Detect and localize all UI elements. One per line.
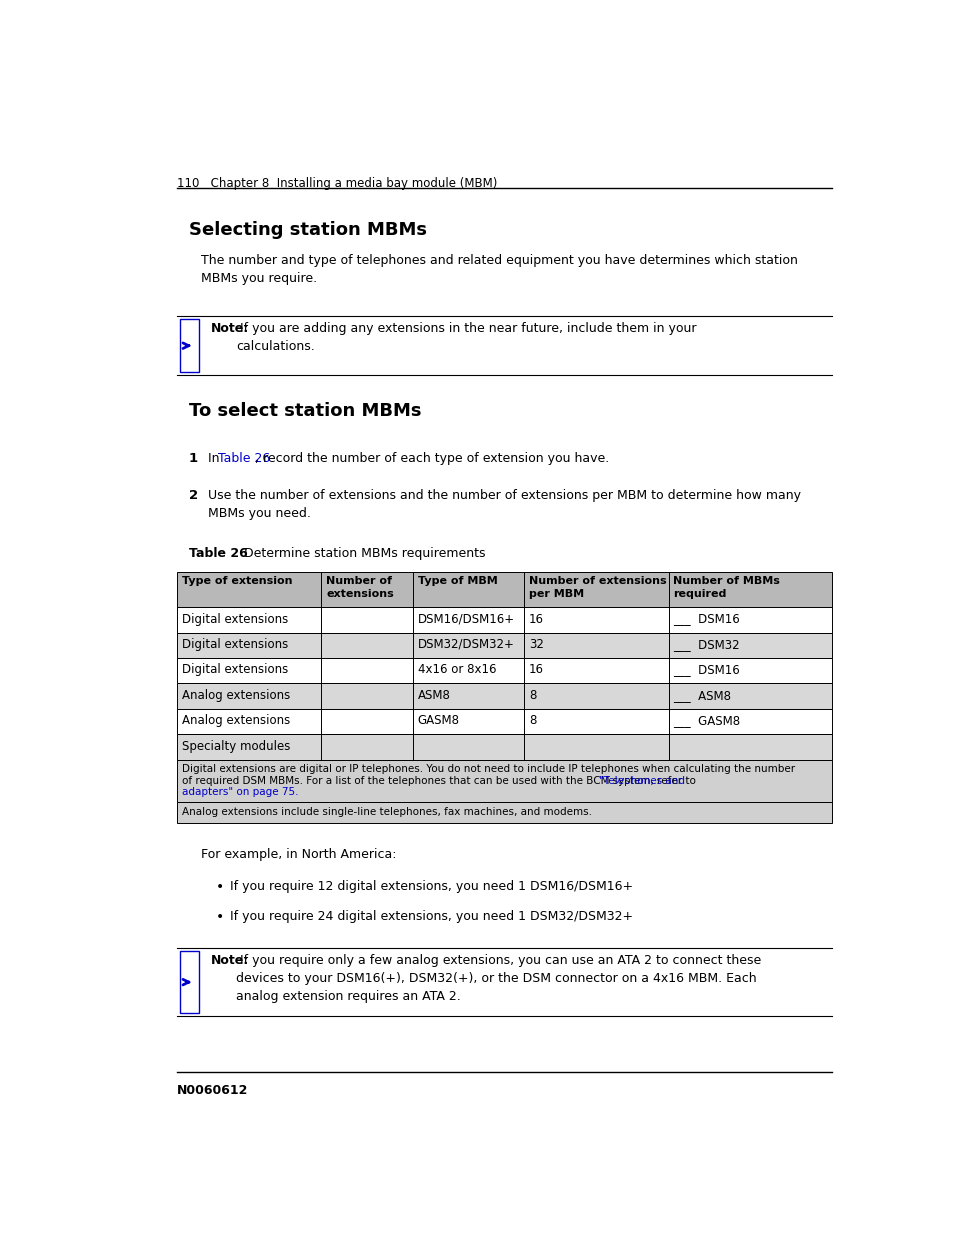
Text: 2: 2 [189,489,198,501]
Bar [177,632,831,658]
Text: Number of MBMs
required: Number of MBMs required [673,577,780,599]
Text: ___  ASM8: ___ ASM8 [673,689,730,701]
Text: GASM8: GASM8 [417,714,459,727]
Bar [177,572,831,608]
Text: Note:: Note: [211,955,249,967]
Text: 1: 1 [189,452,198,466]
Text: Selecting station MBMs: Selecting station MBMs [189,221,427,240]
Text: In: In [208,452,224,466]
Text: ___  DSM32: ___ DSM32 [673,638,739,651]
Text: 110   Chapter 8  Installing a media bay module (MBM): 110 Chapter 8 Installing a media bay mod… [177,178,497,190]
Text: •: • [216,881,224,894]
Text: Digital extensions are digital or IP telephones. You do not need to include IP t: Digital extensions are digital or IP tel… [182,764,794,774]
Text: Table 26: Table 26 [218,452,271,466]
Text: If you require 24 digital extensions, you need 1 DSM32/DSM32+: If you require 24 digital extensions, yo… [230,910,633,923]
Text: Type of extension: Type of extension [182,577,293,587]
Bar [177,734,831,760]
Text: Specialty modules: Specialty modules [182,740,290,752]
Text: 16: 16 [529,613,543,625]
Text: N0060612: N0060612 [177,1084,249,1097]
Bar [177,709,831,734]
Text: 32: 32 [529,638,543,651]
Text: If you require only a few analog extensions, you can use an ATA 2 to connect the: If you require only a few analog extensi… [236,955,760,1003]
Text: ___  GASM8: ___ GASM8 [673,714,740,727]
Bar [177,760,831,802]
Text: Determine station MBMs requirements: Determine station MBMs requirements [232,547,485,559]
Bar [177,802,831,824]
Text: For example, in North America:: For example, in North America: [200,848,395,861]
Text: DSM32/DSM32+: DSM32/DSM32+ [417,638,514,651]
Text: ASM8: ASM8 [417,689,450,701]
Text: To select station MBMs: To select station MBMs [189,403,421,420]
Text: Digital extensions: Digital extensions [182,638,288,651]
Text: Table 26: Table 26 [189,547,248,559]
Text: •: • [216,910,224,924]
Text: Digital extensions: Digital extensions [182,663,288,677]
Text: If you require 12 digital extensions, you need 1 DSM16/DSM16+: If you require 12 digital extensions, yo… [230,881,633,893]
Text: Number of extensions
per MBM: Number of extensions per MBM [529,577,666,599]
Text: DSM16/DSM16+: DSM16/DSM16+ [417,613,515,625]
Text: 8: 8 [529,689,536,701]
Bar [179,951,199,1013]
Bar [179,319,199,372]
Text: ___  DSM16: ___ DSM16 [673,663,740,677]
Text: of required DSM MBMs. For a list of the telephones that can be used with the BCM: of required DSM MBMs. For a list of the … [182,776,699,785]
Text: , record the number of each type of extension you have.: , record the number of each type of exte… [254,452,608,466]
Bar [177,683,831,709]
Text: Analog extensions include single-line telephones, fax machines, and modems.: Analog extensions include single-line te… [182,808,592,818]
Text: 4x16 or 8x16: 4x16 or 8x16 [417,663,496,677]
Text: Digital extensions: Digital extensions [182,613,288,625]
Text: Use the number of extensions and the number of extensions per MBM to determine h: Use the number of extensions and the num… [208,489,801,520]
Text: ___  DSM16: ___ DSM16 [673,613,740,625]
Text: Note:: Note: [211,322,249,335]
Text: 16: 16 [529,663,543,677]
Text: If you are adding any extensions in the near future, include them in your
calcul: If you are adding any extensions in the … [236,322,696,353]
Bar [177,608,831,632]
Text: Number of
extensions: Number of extensions [326,577,394,599]
Text: Type of MBM: Type of MBM [417,577,497,587]
Text: adapters" on page 75.: adapters" on page 75. [182,787,298,798]
Bar [177,658,831,683]
Text: Analog extensions: Analog extensions [182,689,290,701]
Text: The number and type of telephones and related equipment you have determines whic: The number and type of telephones and re… [200,254,797,285]
Text: "Telephones and: "Telephones and [598,776,684,785]
Text: Analog extensions: Analog extensions [182,714,290,727]
Text: 8: 8 [529,714,536,727]
